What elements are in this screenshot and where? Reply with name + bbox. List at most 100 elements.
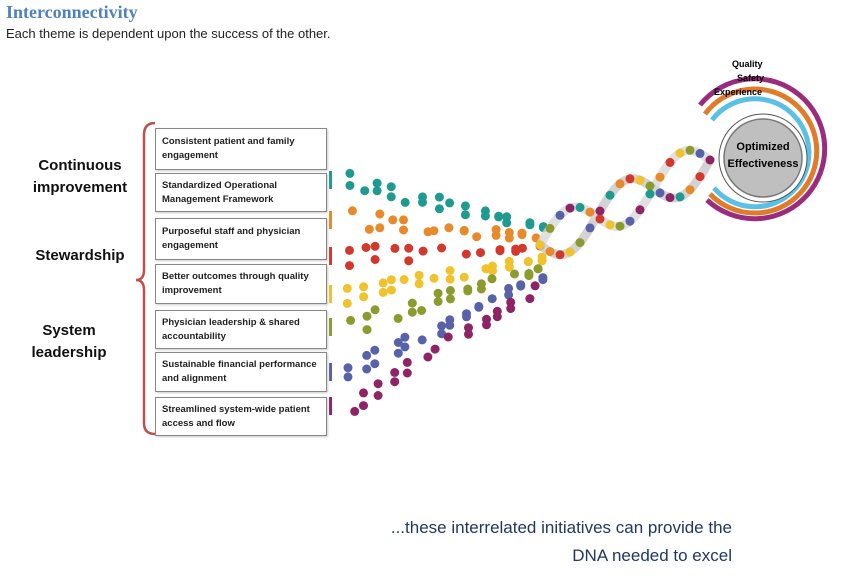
dot <box>537 252 547 262</box>
footer-line: DNA needed to excel <box>572 546 732 565</box>
dot <box>525 294 535 304</box>
helix-dot <box>535 240 545 250</box>
dot <box>488 266 497 276</box>
target-rings <box>698 76 828 222</box>
dot <box>399 225 408 235</box>
color-tick <box>329 318 332 336</box>
dot <box>474 302 484 312</box>
dot <box>414 270 424 280</box>
dot <box>393 348 403 358</box>
dot <box>418 246 428 256</box>
dot <box>517 243 527 253</box>
subtitle: Each theme is dependent upon the success… <box>6 26 331 41</box>
dot <box>373 379 383 389</box>
dot <box>502 218 512 228</box>
dot <box>464 323 473 333</box>
dot <box>347 206 357 216</box>
dot <box>345 181 355 190</box>
theme-label: Continuous improvement <box>32 157 128 196</box>
dot <box>523 257 533 267</box>
dot <box>472 232 482 242</box>
helix-dot <box>575 202 585 212</box>
dot <box>393 338 403 347</box>
initiative-box: Better outcomes through quality improvem… <box>155 264 327 304</box>
ring-label: Quality <box>732 59 763 69</box>
color-tick <box>329 247 332 265</box>
footer-line: ...these interrelated initiatives can pr… <box>390 518 732 537</box>
dot <box>404 256 414 266</box>
dot <box>516 281 526 291</box>
dot <box>359 388 368 398</box>
dot <box>476 284 486 294</box>
dot <box>400 197 410 207</box>
dot <box>370 345 380 355</box>
dot <box>492 312 502 322</box>
color-tick <box>329 363 332 381</box>
color-tick <box>329 397 332 415</box>
center-disc <box>723 118 803 198</box>
helix-dot <box>635 175 645 185</box>
dot <box>433 297 443 306</box>
dot <box>487 294 497 304</box>
dot <box>362 325 372 335</box>
helix-dot <box>585 223 595 233</box>
dot <box>378 287 388 297</box>
helix-dot <box>685 145 695 155</box>
initiative-box: Consistent patient and family engagement <box>155 128 327 170</box>
color-tick <box>329 211 332 229</box>
dot <box>417 306 427 315</box>
helix-dot <box>545 247 555 257</box>
initiative-box: Standardized Operational Management Fram… <box>155 173 327 212</box>
dot <box>378 278 388 288</box>
dot <box>429 226 439 236</box>
helix-dot <box>555 250 565 260</box>
dot <box>482 320 491 330</box>
dot <box>495 246 505 256</box>
helix-dot <box>555 210 565 220</box>
helix-dot <box>545 223 555 233</box>
dot <box>417 335 427 345</box>
dot <box>375 209 385 219</box>
dot <box>480 211 490 221</box>
dot <box>506 297 516 307</box>
dot <box>423 352 433 362</box>
dot <box>372 186 382 196</box>
helix-dot <box>565 203 575 213</box>
dot <box>364 224 374 234</box>
helix-dot <box>675 148 685 158</box>
dot <box>373 391 383 400</box>
helix-dot <box>705 155 715 165</box>
dot <box>402 357 412 367</box>
helix-dot <box>615 221 625 231</box>
dot <box>437 321 447 331</box>
ring-label: Experience <box>714 87 763 97</box>
dot <box>386 285 396 295</box>
helix-dot <box>635 205 645 215</box>
dot <box>506 304 516 313</box>
dot <box>530 281 540 291</box>
dot <box>511 246 521 256</box>
dot <box>504 233 514 243</box>
theme-label: System leadership <box>31 322 107 361</box>
initiative-box: Physician leadership & shared accountabi… <box>155 310 327 349</box>
dot <box>370 255 380 264</box>
helix-dot <box>685 185 695 195</box>
dot <box>404 243 414 253</box>
dot <box>445 294 455 304</box>
dot <box>504 283 514 293</box>
helix-dot <box>645 181 655 191</box>
dot <box>370 359 380 369</box>
dot <box>517 230 527 240</box>
helix-dot <box>655 188 665 198</box>
dot <box>361 243 371 252</box>
dot <box>444 223 454 233</box>
dot <box>400 332 410 342</box>
dot <box>399 215 408 225</box>
helix-dot <box>695 172 705 182</box>
dot <box>359 292 369 302</box>
dot <box>463 286 473 296</box>
dot <box>388 215 398 225</box>
helix-dot <box>595 214 605 224</box>
